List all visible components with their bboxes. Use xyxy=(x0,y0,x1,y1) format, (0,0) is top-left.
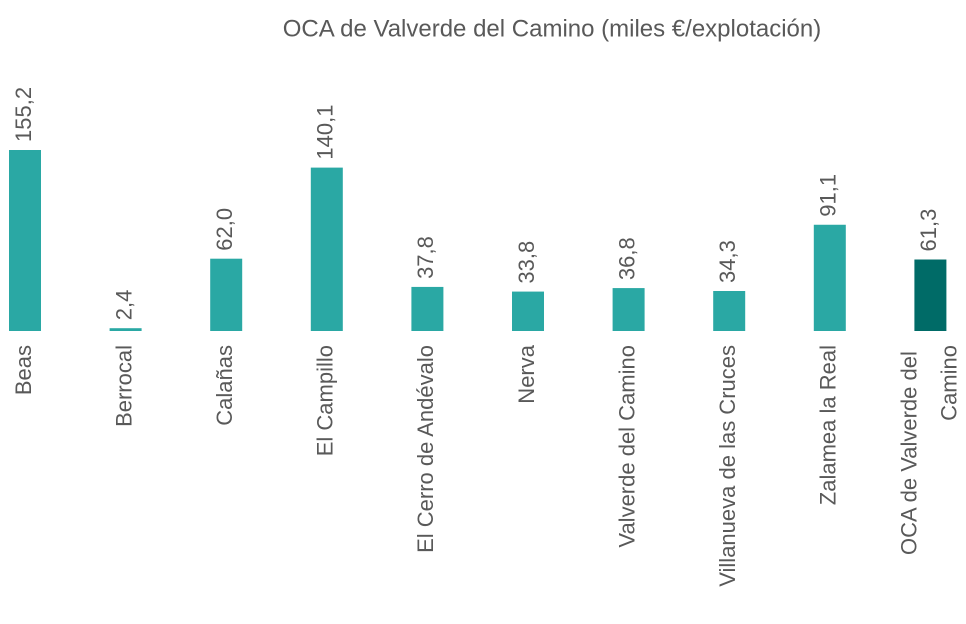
value-label: 62,0 xyxy=(212,208,237,251)
x-tick-label: Beas xyxy=(11,345,36,395)
x-tick-label: Valverde del Camino xyxy=(614,345,639,548)
value-label: 37,8 xyxy=(413,236,438,279)
bar xyxy=(9,150,41,331)
x-tick-label: Villanueva de las Cruces xyxy=(715,345,740,587)
value-label: 33,8 xyxy=(514,241,539,284)
bar xyxy=(512,291,544,331)
bar xyxy=(713,290,746,331)
chart-title: OCA de Valverde del Camino (miles €/expl… xyxy=(283,15,821,42)
bar xyxy=(411,286,444,331)
value-label: 140,1 xyxy=(313,105,338,160)
bar xyxy=(210,258,243,331)
bar xyxy=(109,328,142,331)
value-label: 61,3 xyxy=(916,209,941,252)
x-tick-label: Zalamea la Real xyxy=(816,345,841,505)
value-label: 36,8 xyxy=(614,237,639,280)
value-label: 34,3 xyxy=(715,240,740,283)
bar xyxy=(310,167,343,331)
bar xyxy=(813,224,846,331)
x-tick-label: OCA de Valverde del Camino xyxy=(896,345,961,555)
x-tick-label: El Cerro de Andévalo xyxy=(413,345,438,553)
bar xyxy=(612,288,645,331)
bar xyxy=(914,259,947,331)
x-tick-label: Berrocal xyxy=(111,345,136,427)
x-tick-label: Nerva xyxy=(514,344,539,403)
x-tick-label: El Campillo xyxy=(313,345,338,456)
value-label: 2,4 xyxy=(111,290,136,321)
value-label: 91,1 xyxy=(816,174,841,217)
value-label: 155,2 xyxy=(11,87,36,142)
x-tick-label: Calañas xyxy=(212,345,237,426)
